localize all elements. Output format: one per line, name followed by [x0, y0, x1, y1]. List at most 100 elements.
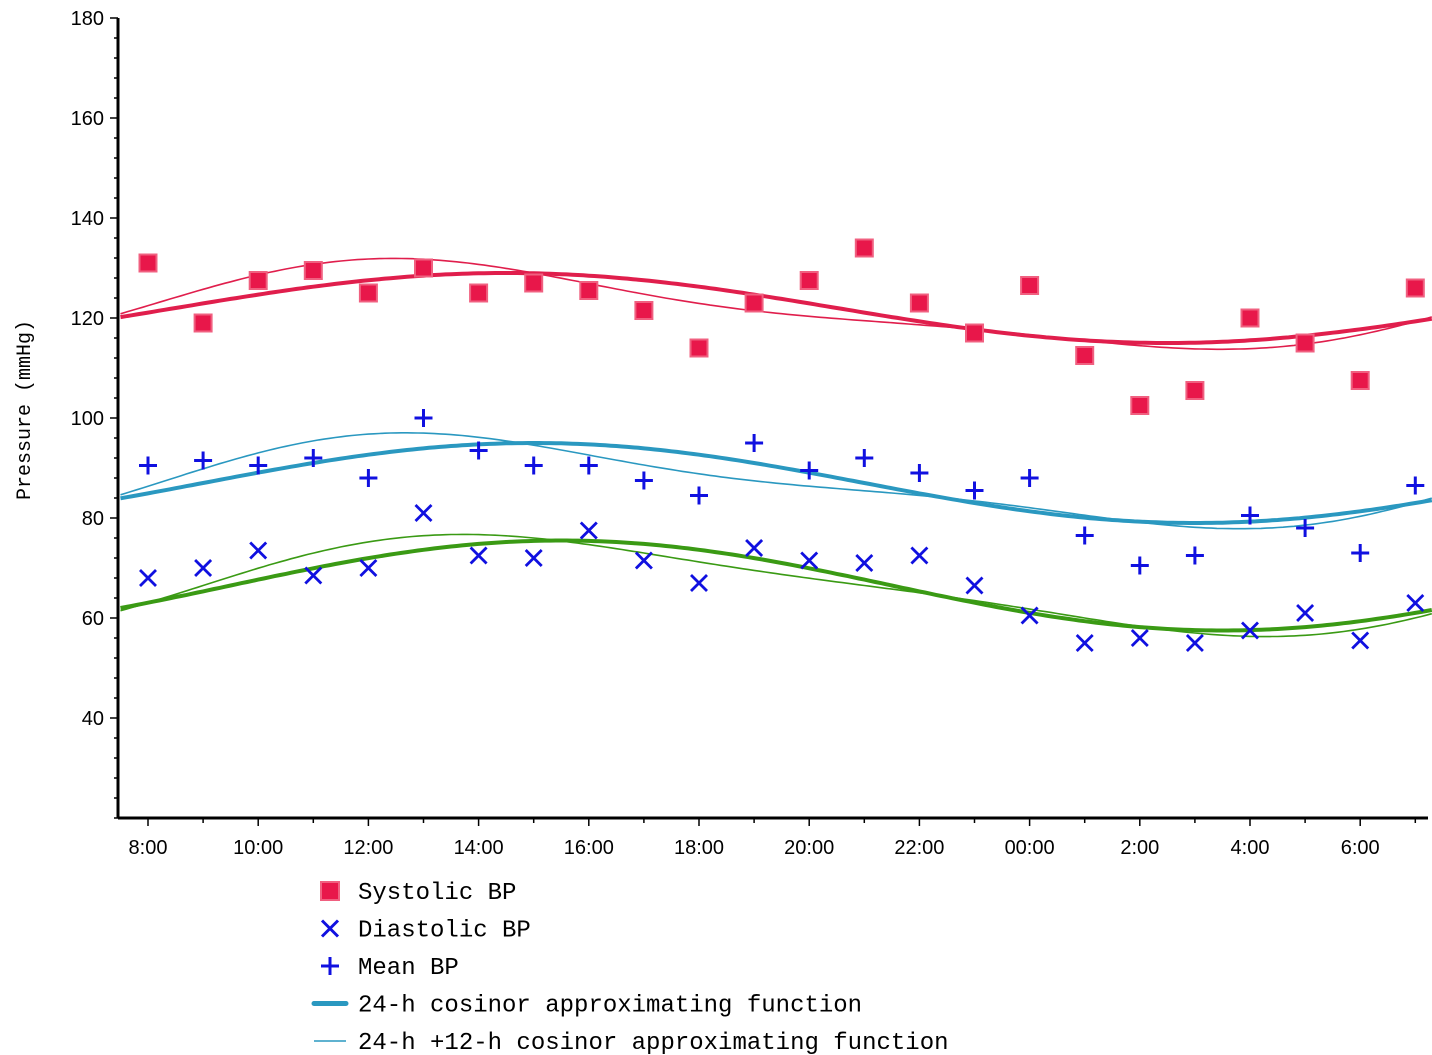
systolic-bp-point	[854, 238, 874, 258]
systolic-bp-point	[303, 261, 323, 280]
mean-bp-point	[1075, 526, 1094, 545]
mean-bp-point	[194, 451, 213, 470]
systolic-bp-point	[414, 258, 433, 278]
x-tick-label: 12:00	[343, 837, 393, 859]
mean-bp-point	[1351, 544, 1370, 562]
diastolic-bp-point	[1075, 634, 1094, 652]
fit-curves	[120, 257, 1432, 638]
legend-label-mean-bp: Mean BP	[358, 955, 459, 982]
y-tick-label: 60	[82, 608, 104, 630]
legend-label-24-h-cosinor-approximating-function: 24-h cosinor approximating function	[358, 993, 862, 1020]
systolic-bp-point	[689, 338, 709, 358]
y-tick-label: 120	[71, 308, 104, 330]
diastolic-bp-point	[414, 504, 433, 522]
x-tick-label: 00:00	[1005, 837, 1055, 859]
systolic-bp-point	[744, 293, 764, 313]
mean-bp-point	[1130, 556, 1149, 575]
y-tick-label: 80	[82, 508, 104, 530]
diastolic-bp-point	[1351, 631, 1370, 650]
diastolic-bp-point	[1406, 594, 1425, 612]
systolic-bp-point	[965, 323, 984, 343]
y-axis-title: Pressure (mmHg)	[14, 320, 37, 500]
systolic-bp-point	[1405, 278, 1425, 298]
fit-line-24h-12h-systolic-bp	[120, 257, 1432, 351]
x-tick-label: 16:00	[564, 837, 614, 859]
legend-label-diastolic-bp: Diastolic BP	[358, 918, 531, 945]
systolic-bp-point	[1240, 308, 1260, 328]
data-points	[138, 238, 1425, 652]
y-tick-label: 180	[71, 8, 104, 30]
x-tick-label: 14:00	[454, 837, 504, 859]
systolic-bp-point	[1185, 381, 1205, 400]
systolic-bp-point	[193, 313, 213, 333]
diastolic-bp-point	[910, 546, 929, 565]
x-tick-label: 8:00	[129, 837, 168, 859]
x-tick-label: 20:00	[784, 837, 834, 859]
systolic-bp-point	[524, 273, 544, 293]
mean-bp-point	[249, 456, 268, 475]
systolic-bp-point	[1130, 396, 1150, 415]
systolic-bp-point	[248, 271, 268, 290]
y-tick-label: 140	[71, 208, 104, 230]
mean-bp-point	[855, 449, 874, 467]
systolic-bp-point	[469, 283, 489, 303]
mean-bp-point	[1296, 519, 1315, 537]
diastolic-bp-point	[1241, 621, 1259, 640]
systolic-bp-point	[1020, 276, 1040, 295]
x-tick-label: 18:00	[674, 837, 724, 859]
mean-bp-point	[910, 464, 929, 482]
mean-bp-point	[1241, 506, 1259, 525]
diastolic-bp-point	[800, 551, 819, 570]
mean-bp-point	[634, 471, 653, 490]
systolic-bp-point	[358, 283, 378, 303]
diastolic-bp-point	[139, 569, 157, 587]
systolic-bp-point	[799, 271, 819, 290]
diastolic-bp-point	[1185, 634, 1204, 652]
mean-bp-point	[469, 441, 488, 460]
diastolic-bp-point	[634, 551, 653, 570]
diastolic-bp-point	[359, 559, 378, 577]
legend-label-24-h-12-h-cosinor-approximating-function: 24-h +12-h cosinor approximating functio…	[358, 1030, 949, 1055]
legend-swatch-mean-bp	[321, 957, 339, 975]
mean-bp-point	[359, 469, 378, 487]
x-tick-label: 2:00	[1120, 837, 1159, 859]
diastolic-bp-point	[579, 521, 598, 540]
fit-line-24h-mean-bp	[120, 441, 1432, 525]
systolic-bp-point	[579, 281, 599, 300]
diastolic-bp-point	[1296, 604, 1315, 622]
mean-bp-point	[414, 409, 433, 427]
systolic-bp-point	[138, 253, 158, 273]
mean-bp-point	[1406, 476, 1425, 495]
diastolic-bp-point	[690, 574, 708, 592]
mean-bp-point	[690, 486, 708, 505]
mean-bp-point	[139, 456, 157, 475]
x-tick-label: 4:00	[1231, 837, 1270, 859]
diastolic-bp-point	[194, 559, 213, 577]
legend-swatch-diastolic-bp	[320, 919, 340, 938]
mean-bp-point	[745, 434, 764, 452]
fit-line-24h-systolic-bp	[120, 271, 1432, 345]
diastolic-bp-point	[524, 549, 543, 567]
mean-bp-point	[524, 456, 543, 475]
fit-line-24h-12h-diastolic-bp	[120, 533, 1432, 638]
systolic-bp-point	[1295, 333, 1315, 353]
legend-label-systolic-bp: Systolic BP	[358, 880, 516, 907]
x-tick-label: 10:00	[233, 837, 283, 859]
legend-swatch-systolic-bp	[320, 881, 340, 901]
systolic-bp-point	[909, 293, 929, 313]
fit-line-24h-12h-mean-bp	[120, 431, 1432, 530]
mean-bp-point	[1020, 469, 1039, 487]
diastolic-bp-point	[965, 576, 984, 595]
axes: 40 60 80 100 120 140 160 180 8:00 10:00 12:00 14:00…	[71, 8, 1428, 859]
legend: Systolic BP Diastolic BP Mean BP 24-h cosin…	[311, 880, 949, 1055]
systolic-bp-point	[634, 301, 654, 320]
diastolic-bp-point	[855, 554, 874, 572]
diastolic-bp-point	[745, 539, 764, 557]
diastolic-bp-point	[1020, 606, 1039, 625]
systolic-bp-point	[1075, 346, 1095, 365]
x-tick-label: 22:00	[894, 837, 944, 859]
diastolic-bp-point	[1130, 629, 1149, 647]
y-tick-label: 160	[71, 108, 104, 130]
systolic-bp-point	[1350, 371, 1370, 390]
